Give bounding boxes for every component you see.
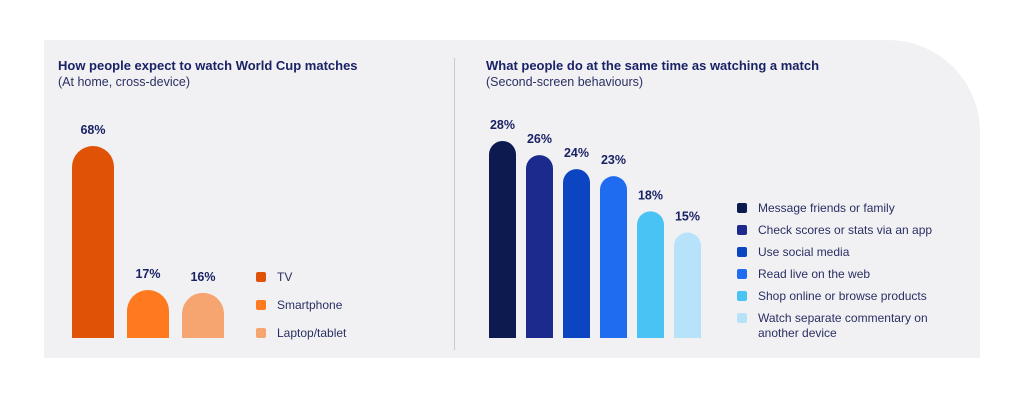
chart-2-bar-6 bbox=[674, 232, 701, 338]
chart-2-legend-label-6: Watch separate commentary on another dev… bbox=[758, 311, 928, 340]
chart-2-legend-item-5: Shop online or browse products bbox=[737, 289, 927, 304]
chart-2-value-label-5: 18% bbox=[638, 188, 663, 202]
chart-2-value-label-3: 24% bbox=[564, 146, 589, 160]
chart-2-bar-4 bbox=[600, 176, 627, 338]
chart-1-legend-label-2: Smartphone bbox=[277, 298, 343, 312]
chart-2-legend-swatch-5 bbox=[737, 291, 747, 301]
chart-2-legend-item-3: Use social media bbox=[737, 245, 849, 260]
chart-2-value-label-1: 28% bbox=[490, 118, 515, 132]
chart-1-bar-2 bbox=[127, 290, 169, 338]
chart-1-bar-3 bbox=[182, 292, 224, 338]
chart-2-legend-swatch-3 bbox=[737, 247, 747, 257]
chart-2-legend-label-2: Check scores or stats via an app bbox=[758, 223, 933, 237]
chart-2-legend-swatch-4 bbox=[737, 269, 747, 279]
chart-2-bar-5 bbox=[637, 211, 664, 338]
panel-divider bbox=[454, 58, 455, 350]
chart-1-legend-label-3: Laptop/tablet bbox=[277, 326, 347, 340]
chart-2-legend-swatch-6 bbox=[737, 313, 747, 323]
chart-1-legend-item-3: Laptop/tablet bbox=[256, 326, 346, 341]
chart-1-value-label-2: 17% bbox=[135, 267, 160, 281]
chart-2-value-label-6: 15% bbox=[675, 209, 700, 223]
chart-1-legend-item-2: Smartphone bbox=[256, 298, 342, 313]
chart-2-legend-label-1: Message friends or family bbox=[758, 201, 895, 215]
chart-2-legend-swatch-1 bbox=[737, 203, 747, 213]
chart-2-legend-item-6: Watch separate commentary on another dev… bbox=[737, 311, 958, 341]
chart-2-legend-item-4: Read live on the web bbox=[737, 267, 870, 282]
chart-1-title: How people expect to watch World Cup mat… bbox=[58, 58, 358, 73]
chart-2-legend-label-3: Use social media bbox=[758, 245, 850, 259]
chart-2-value-label-2: 26% bbox=[527, 132, 552, 146]
chart-1-subtitle: (At home, cross-device) bbox=[58, 75, 190, 89]
chart-2-bar-1 bbox=[489, 141, 516, 338]
chart-1-legend-label-1: TV bbox=[277, 270, 293, 284]
chart-1-value-label-3: 16% bbox=[190, 270, 215, 284]
chart-1-legend-swatch-3 bbox=[256, 328, 266, 338]
chart-2-bar-2 bbox=[526, 155, 553, 338]
chart-1-bar-1 bbox=[72, 146, 114, 338]
chart-2-legend-label-4: Read live on the web bbox=[758, 267, 871, 281]
chart-2-legend-label-5: Shop online or browse products bbox=[758, 289, 927, 303]
chart-2-legend-item-1: Message friends or family bbox=[737, 201, 895, 216]
chart-1-legend-item-1: TV bbox=[256, 270, 292, 285]
chart-1-value-label-1: 68% bbox=[80, 123, 105, 137]
chart-1-legend-swatch-1 bbox=[256, 272, 266, 282]
chart-2-subtitle: (Second-screen behaviours) bbox=[486, 75, 644, 89]
chart-2-bar-3 bbox=[563, 169, 590, 338]
chart-2-value-label-4: 23% bbox=[601, 153, 626, 167]
chart-2-legend-item-2: Check scores or stats via an app bbox=[737, 223, 932, 238]
chart-2-legend-swatch-2 bbox=[737, 225, 747, 235]
chart-1-legend-swatch-2 bbox=[256, 300, 266, 310]
chart-2-title: What people do at the same time as watch… bbox=[486, 58, 820, 73]
